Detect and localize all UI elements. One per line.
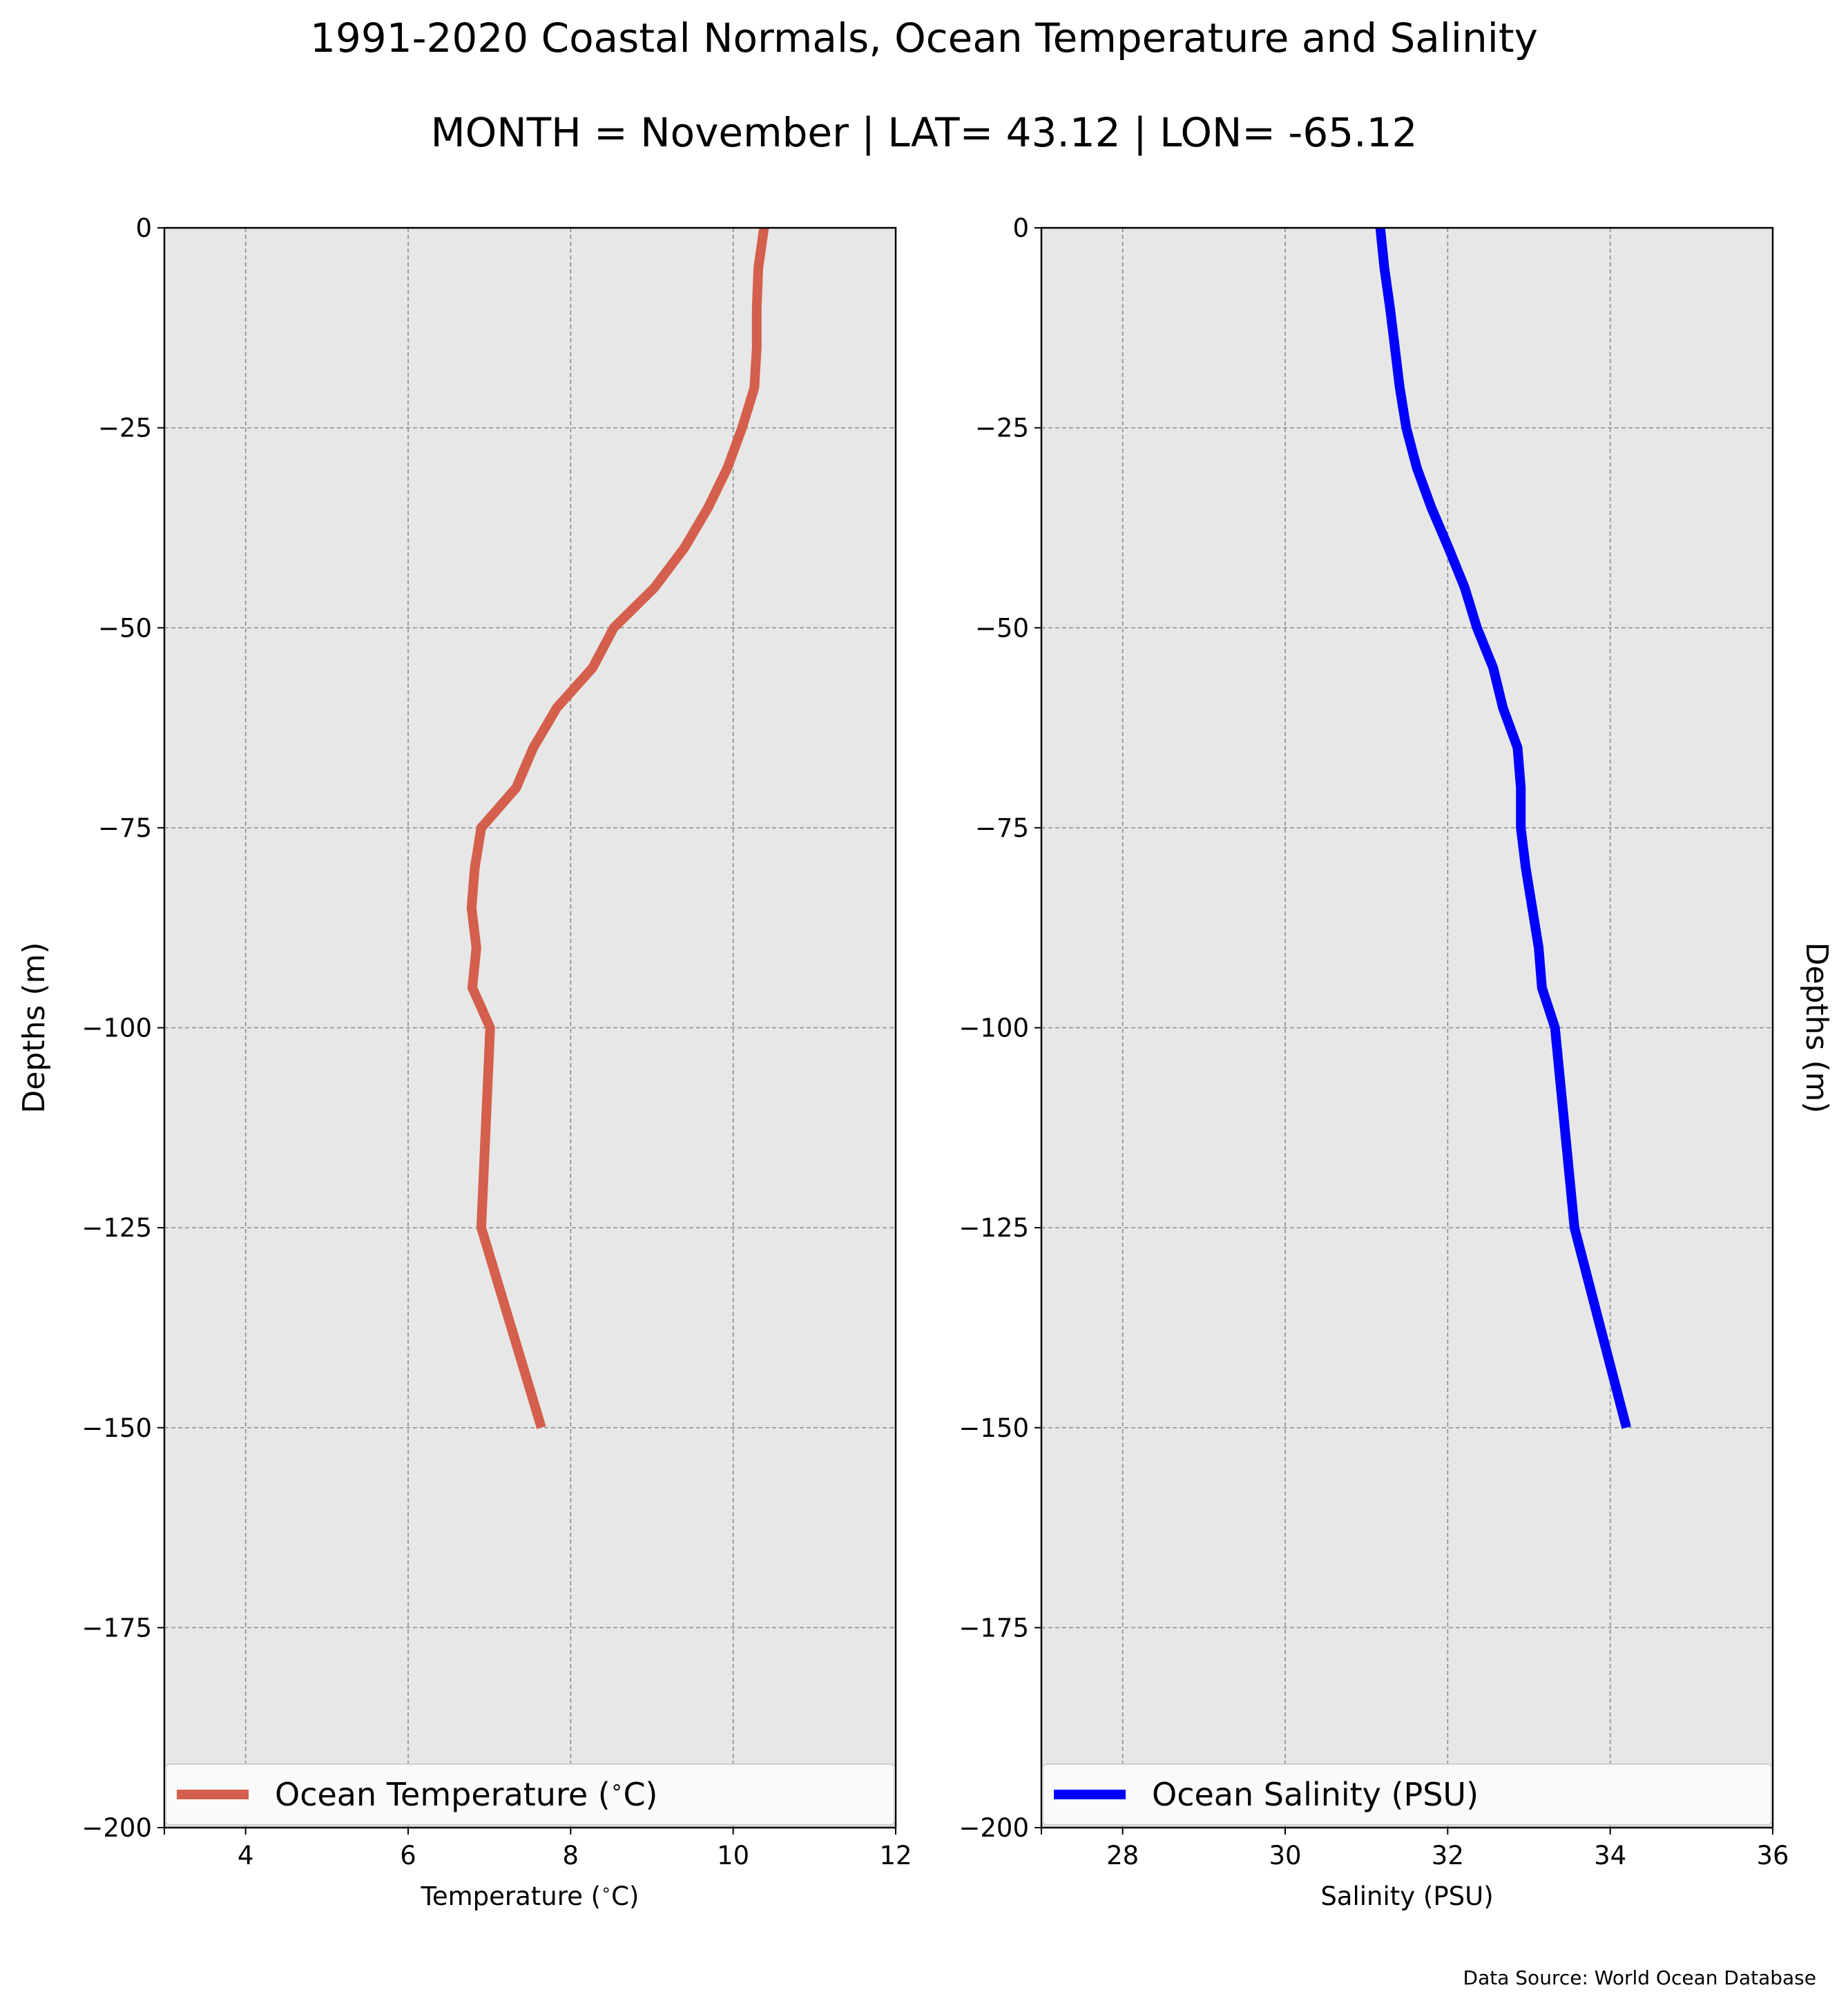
- temperature-x-tick-label: 8: [563, 1841, 579, 1870]
- salinity-y-tick-label: 0: [1012, 213, 1029, 243]
- salinity-x-tick-label: 28: [1106, 1841, 1139, 1870]
- temperature-y-tick-label: −125: [81, 1213, 152, 1243]
- temperature-x-tick-label: 4: [238, 1841, 254, 1870]
- temperature-y-axis-label: Depths (m): [17, 942, 52, 1113]
- temperature-profile-line: [466, 227, 769, 1429]
- temperature-x-tick-label: 12: [879, 1841, 912, 1870]
- salinity-y-tick-label: −125: [959, 1213, 1029, 1243]
- figure-subtitle: MONTH = November | LAT= 43.12 | LON= -65…: [431, 109, 1418, 156]
- temperature-x-tick-label: 10: [717, 1841, 749, 1870]
- salinity-legend-label: Ocean Salinity (PSU): [1152, 1776, 1479, 1813]
- salinity-legend-box: [1042, 1763, 1772, 1826]
- temperature-panel: 4 6 8 10 12 0 −25 −50 −75 −100 −125 −150 −175 −200 Tem…: [17, 213, 912, 1911]
- salinity-y-tick-label: −100: [959, 1014, 1029, 1043]
- temperature-y-tick-label: −200: [81, 1813, 152, 1843]
- salinity-y-tick-label: −200: [959, 1813, 1029, 1843]
- salinity-x-tick-label: 36: [1756, 1841, 1789, 1870]
- temperature-x-axis-label: Temperature (∘C): [421, 1880, 639, 1911]
- temperature-x-tick-label: 6: [400, 1841, 416, 1870]
- salinity-y-axis-label: Depths (m): [1799, 942, 1834, 1113]
- temperature-legend-label: Ocean Temperature (∘C): [275, 1775, 658, 1814]
- salinity-x-tick-label: 34: [1594, 1841, 1626, 1870]
- temperature-y-tick-label: −175: [81, 1613, 152, 1643]
- temperature-y-tick-label: −25: [98, 414, 152, 443]
- salinity-y-tick-label: −75: [975, 813, 1029, 843]
- salinity-profile-line: [1375, 227, 1631, 1429]
- temperature-legend: Ocean Temperature (∘C): [165, 1763, 895, 1826]
- salinity-x-tick-label: 32: [1432, 1841, 1464, 1870]
- salinity-y-tick-label: −25: [975, 414, 1029, 443]
- salinity-legend: Ocean Salinity (PSU): [1042, 1763, 1772, 1826]
- temperature-y-tick-label: 0: [135, 213, 152, 243]
- salinity-panel: 28 30 32 34 36 0 −25 −50 −75 −100 −125 −150 −175 −200…: [959, 213, 1834, 1911]
- temperature-y-tick-label: −50: [98, 613, 152, 643]
- salinity-x-tick-label: 30: [1269, 1841, 1301, 1870]
- temperature-y-tick-label: −75: [98, 813, 152, 843]
- salinity-x-axis-label: Salinity (PSU): [1320, 1881, 1493, 1911]
- data-source-note: Data Source: World Ocean Database: [1463, 1966, 1816, 1989]
- temperature-y-tick-label: −100: [81, 1014, 152, 1043]
- salinity-y-tick-label: −150: [959, 1413, 1029, 1443]
- figure-title: 1991-2020 Coastal Normals, Ocean Tempera…: [310, 14, 1538, 61]
- salinity-y-tick-label: −175: [959, 1613, 1029, 1643]
- salinity-y-tick-label: −50: [975, 613, 1029, 643]
- temperature-y-tick-label: −150: [81, 1413, 152, 1443]
- temperature-legend-box: [165, 1763, 895, 1826]
